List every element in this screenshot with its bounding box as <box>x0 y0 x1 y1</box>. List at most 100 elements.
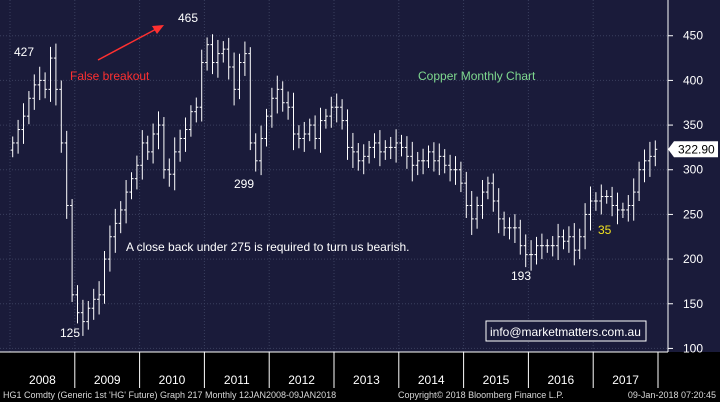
ohlc-bar <box>26 91 31 125</box>
ohlc-bar <box>205 37 210 71</box>
axis-background <box>668 0 720 352</box>
ohlc-bar <box>367 140 372 164</box>
y-axis-ticks: 100 150 200 250 300 350 400 450 <box>667 0 703 355</box>
ohlc-bar <box>16 119 21 154</box>
x-axis-labels: 2008 2009 2010 2011 2012 2013 2014 2015 2016 2017 <box>0 351 668 388</box>
ohlc-bar <box>296 125 301 149</box>
ohlc-bar <box>242 41 247 76</box>
ohlc-bar <box>545 239 550 253</box>
ohlc-bar <box>280 81 285 112</box>
y-tick-label: 300 <box>683 163 703 177</box>
contact-link[interactable]: info@marketmatters.com.au <box>490 325 641 339</box>
ohlc-bar <box>248 47 253 151</box>
ohlc-bar <box>334 93 339 123</box>
ohlc-bar <box>410 141 415 182</box>
price-bars <box>10 34 658 336</box>
last-value-tag: 322.90 <box>668 141 718 158</box>
y-tick-label: 450 <box>683 29 703 43</box>
ohlc-bar <box>556 223 561 260</box>
ohlc-bar <box>59 80 64 153</box>
ohlc-bar <box>593 192 598 211</box>
ohlc-bar <box>485 176 490 200</box>
ohlc-bar <box>572 223 577 266</box>
ohlc-bar <box>377 130 382 167</box>
year-axis-background <box>0 352 720 388</box>
ohlc-bar <box>626 195 631 222</box>
ohlc-bar <box>48 46 53 102</box>
x-tick-label: 2014 <box>418 373 445 387</box>
ohlc-bar <box>523 234 528 268</box>
ohlc-bar <box>113 208 118 253</box>
ohlc-bar <box>356 143 361 171</box>
ohlc-bar <box>194 97 199 123</box>
ohlc-bar <box>388 136 393 160</box>
ohlc-bar <box>599 184 604 215</box>
ohlc-bar <box>237 53 242 100</box>
annotation-low-2011: 299 <box>234 177 254 191</box>
ohlc-bar <box>302 121 307 152</box>
ohlc-bar <box>10 136 15 158</box>
ohlc-bar <box>345 109 350 160</box>
ohlc-bar <box>145 135 150 160</box>
ohlc-bar <box>637 161 642 202</box>
ohlc-bar <box>97 281 102 315</box>
ohlc-bar <box>550 236 555 257</box>
ohlc-bar <box>561 229 566 250</box>
ohlc-bar <box>361 144 366 175</box>
ohlc-bar <box>140 130 145 180</box>
ohlc-bar <box>518 219 523 255</box>
ohlc-bar <box>566 226 571 253</box>
ohlc-bar <box>167 158 172 187</box>
ohlc-bar <box>426 145 431 168</box>
y-tick-label: 100 <box>683 341 703 355</box>
footer-timestamp: 09-Jan-2018 07:20:45 <box>627 390 716 400</box>
x-tick-label: 2012 <box>288 373 315 387</box>
ohlc-bar <box>275 75 280 114</box>
y-tick-label: 250 <box>683 207 703 221</box>
ohlc-bar <box>53 43 58 106</box>
ohlc-bar <box>383 140 388 160</box>
ohlc-bar <box>620 202 625 218</box>
ohlc-bar <box>286 91 291 120</box>
ohlc-bar <box>642 149 647 183</box>
ohlc-bar <box>421 148 426 175</box>
x-tick-label: 2013 <box>353 373 380 387</box>
ohlc-bar <box>318 107 323 153</box>
ohlc-bar <box>631 178 636 221</box>
ohlc-bar <box>134 155 139 190</box>
ohlc-bar <box>313 115 318 150</box>
ohlc-bar <box>172 137 177 191</box>
x-tick-label: 2010 <box>159 373 186 387</box>
y-tick-label: 200 <box>683 252 703 266</box>
ohlc-bar <box>496 188 501 234</box>
ohlc-bar <box>221 41 226 63</box>
ohlc-bar <box>151 123 156 164</box>
footer-copyright: Copyright© 2018 Bloomberg Finance L.P. <box>398 390 564 400</box>
ohlc-bar <box>323 108 328 129</box>
footer-bar: HG1 Comdty (Generic 1st 'HG' Future) Gra… <box>0 388 720 402</box>
ohlc-bar <box>539 233 544 260</box>
x-tick-label: 2015 <box>483 373 510 387</box>
chart-title: Copper Monthly Chart <box>418 69 536 83</box>
ohlc-bar <box>464 171 469 218</box>
ohlc-bar <box>442 149 447 174</box>
ohlc-bar <box>583 203 588 250</box>
annotation-low-2008: 125 <box>60 326 80 340</box>
false-breakout-arrow <box>97 25 164 61</box>
ohlc-bar <box>199 49 204 122</box>
ohlc-bar <box>448 154 453 182</box>
ohlc-bar <box>469 191 474 235</box>
x-tick-label: 2017 <box>612 373 639 387</box>
ohlc-bar <box>80 299 85 336</box>
ohlc-bar <box>534 236 539 265</box>
ohlc-bar <box>615 192 620 225</box>
grid-lines <box>0 0 668 352</box>
y-tick-label: 150 <box>683 297 703 311</box>
ohlc-bar <box>475 196 480 229</box>
ohlc-bar <box>577 228 582 260</box>
ohlc-bar <box>259 125 264 176</box>
ohlc-bar <box>588 186 593 231</box>
ohlc-bar <box>183 117 188 152</box>
